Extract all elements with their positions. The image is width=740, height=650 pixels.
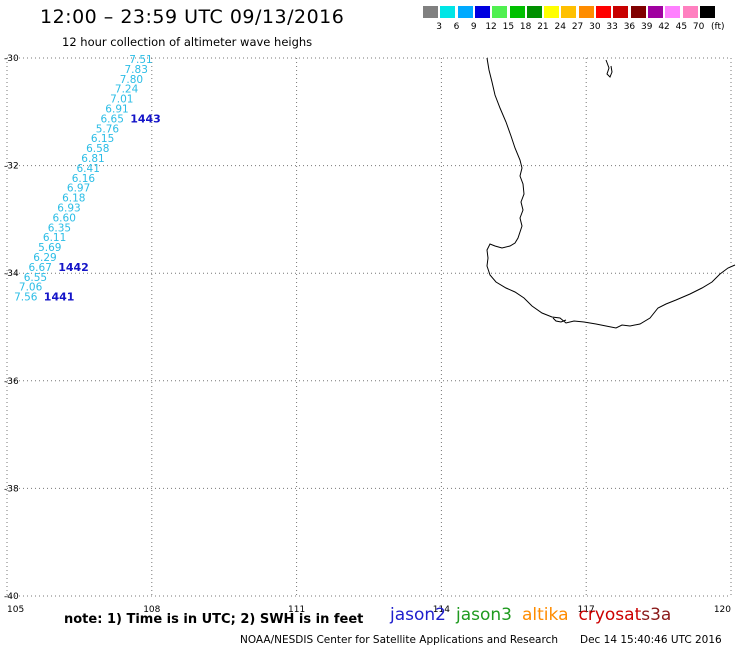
generation-timestamp: Dec 14 15:40:46 UTC 2016 [580,634,722,646]
latitude-label: -36 [4,377,19,387]
color-swatch [698,5,716,19]
longitude-label: 114 [433,605,450,615]
axis-labels: -30 -32 -34 -36 -38 -40 105 108 111 114 117 120 [4,54,731,615]
map-grid [6,57,732,597]
color-scale-label: 42 [658,22,670,32]
color-scale-label: 33 [606,22,618,32]
longitude-label: 111 [288,605,305,615]
wave-height-value: 6.18 [62,193,85,205]
wave-height-value: 5.69 [38,242,61,254]
wave-height-value: 6.60 [53,212,76,224]
wave-height-value: 7.80 [120,74,143,86]
color-swatch [473,5,491,19]
color-swatch [646,5,664,19]
wave-height-value: 5.76 [96,123,120,135]
color-swatch [439,5,457,19]
color-swatch [595,5,612,19]
color-scale-label: 36 [623,22,636,32]
wave-height-value: 7.56 [14,292,38,304]
longitude-label: 105 [7,605,24,615]
color-scale-label: 70 [692,22,705,32]
longitude-label: 117 [578,605,595,615]
wave-height-value: 7.24 [115,84,139,96]
color-swatch [577,5,595,19]
latitude-label: -38 [4,484,19,494]
track-time-label: 1441 [44,291,75,304]
latitude-label: -30 [4,54,19,64]
color-swatch [612,5,630,19]
color-swatch [491,5,509,19]
wave-height-value: 6.67 [29,262,52,274]
satellite-legend: jason2 jason3 altika cryosats3a [390,605,681,625]
wave-height-value: 7.01 [110,94,133,106]
satellite-legend-item: jason3 [456,605,512,625]
color-swatch [456,5,474,19]
satellite-legend-item: s3a [641,605,672,625]
color-swatch [422,5,439,19]
coastline-mainland [486,57,736,329]
wave-height-value: 7.51 [129,54,152,66]
wave-height-value: 6.29 [33,252,56,264]
color-scale-label: 45 [675,22,688,32]
chart-title: 12:00 – 23:59 UTC 09/13/2016 [40,6,345,28]
color-scale-label: 6 [453,22,460,32]
satellite-legend-item: altika [522,605,569,625]
color-swatch [664,5,682,19]
wave-height-value: 6.35 [48,222,71,234]
color-swatch [543,5,561,19]
chart-subtitle: 12 hour collection of altimeter wave hei… [62,35,313,49]
wave-height-value: 6.58 [86,143,109,155]
color-scale-label: 39 [641,22,653,32]
color-swatch [525,5,543,19]
color-scale-label: 30 [589,22,601,32]
wave-height-value: 6.41 [77,163,100,175]
color-scale-label: 18 [519,22,532,32]
longitude-label: 108 [143,605,160,615]
wave-height-value: 6.55 [24,272,47,284]
color-scale-label: 27 [571,22,584,32]
color-swatch [629,5,647,19]
color-scale-label: 15 [502,22,515,32]
latitude-label: -40 [4,592,19,602]
color-scale-label: 3 [436,22,442,32]
wave-height-value: 6.81 [81,153,104,165]
wave-height-value: 6.91 [105,104,128,116]
color-scale-unit: (ft) [710,22,725,32]
wave-height-value: 7.83 [125,64,148,76]
longitude-label: 120 [714,605,731,615]
satellite-legend-item: jason2 [390,605,446,625]
satellite-track: 7.517.837.807.247.016.916.655.766.156.58… [14,54,161,304]
color-scale-label: 9 [470,22,477,32]
wave-height-value: 6.93 [57,203,80,215]
wave-height-value: 7.06 [19,282,43,294]
track-time-label: 1442 [58,261,89,274]
color-scale-label: 24 [554,22,566,32]
wave-height-value: 6.16 [72,173,96,185]
track-time-label: 1443 [130,112,161,125]
color-scale-label: 21 [537,22,549,32]
color-swatch [560,5,578,19]
footer-note: note: 1) Time is in UTC; 2) SWH is in fe… [64,612,364,627]
color-swatch [508,5,526,19]
coastline [486,57,736,329]
wave-height-value: 6.65 [101,113,124,125]
wave-height-value: 6.11 [43,232,66,244]
latitude-label: -34 [4,269,19,279]
wave-height-value: 6.97 [67,183,90,195]
credit-line: NOAA/NESDIS Center for Satellite Applica… [240,634,558,646]
latitude-label: -32 [4,162,19,172]
color-scale-label: 12 [485,22,497,32]
coastline-island [605,59,613,78]
wave-height-value: 6.15 [91,133,114,145]
coastline-inlet [552,317,567,323]
color-swatch [681,5,699,19]
satellite-legend-item: cryosat [578,605,642,625]
